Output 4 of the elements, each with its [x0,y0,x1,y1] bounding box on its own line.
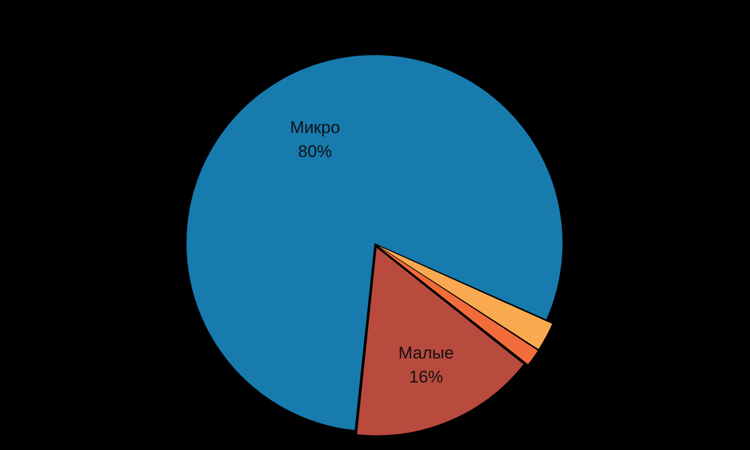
slice-label: Микро [290,118,340,137]
slice-label: Малые [398,343,454,362]
data-label: 16% [409,367,444,386]
data-label: 80% [298,142,332,161]
